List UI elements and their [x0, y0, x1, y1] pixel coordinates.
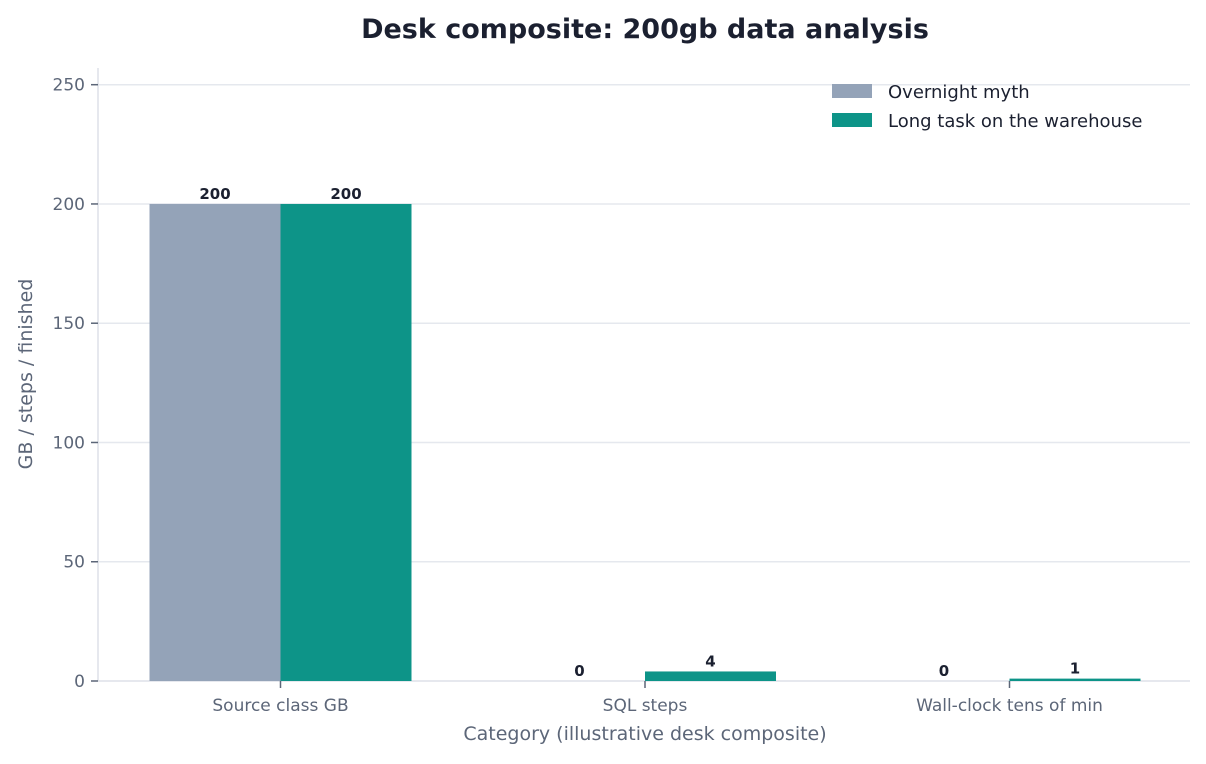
bar-value-label: 1: [1070, 660, 1080, 678]
legend-label-long-task: Long task on the warehouse: [888, 111, 1142, 132]
bar-value-label: 4: [705, 652, 715, 670]
x-tick-label: SQL steps: [603, 696, 688, 716]
y-tick-label: 50: [63, 553, 85, 573]
x-tick-label: Wall-clock tens of min: [916, 696, 1103, 716]
data-labels: 200 0 0 200 4 1: [199, 185, 1080, 680]
y-tick-label: 0: [74, 672, 85, 692]
bar: [280, 203, 412, 681]
chart-title: Desk composite: 200gb data analysis: [361, 14, 929, 45]
bar: [1009, 678, 1141, 681]
x-axis-label: Category (illustrative desk composite): [463, 723, 826, 745]
bar-value-label: 200: [199, 185, 230, 203]
legend-swatch-overnight-myth: [832, 84, 872, 98]
legend-swatch-long-task: [832, 113, 872, 127]
bar-value-label: 200: [330, 185, 361, 203]
y-tick-label: 150: [53, 314, 85, 334]
y-axis-label: GB / steps / finished: [15, 279, 37, 470]
bars: [149, 203, 1141, 681]
y-tick-label: 200: [53, 195, 85, 215]
x-tick-label: Source class GB: [212, 696, 348, 716]
legend-label-overnight-myth: Overnight myth: [888, 82, 1030, 103]
bar: [149, 203, 281, 681]
bar-value-label: 0: [939, 662, 949, 680]
y-tick-label: 250: [53, 76, 85, 96]
y-tick-label: 100: [53, 433, 85, 453]
legend: Overnight myth Long task on the warehous…: [832, 82, 1142, 132]
bar: [645, 671, 776, 681]
bar-value-label: 0: [574, 662, 584, 680]
